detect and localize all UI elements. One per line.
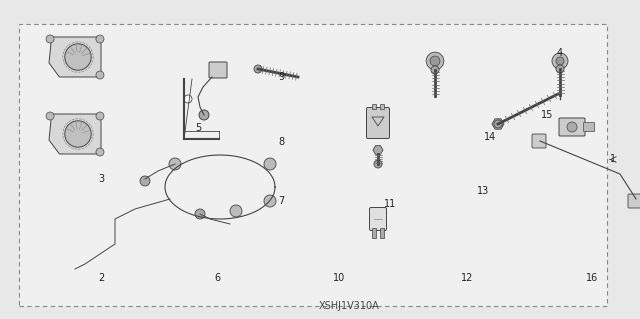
FancyBboxPatch shape [584,122,595,131]
Circle shape [184,95,192,103]
Circle shape [230,205,242,217]
Polygon shape [492,119,504,129]
Polygon shape [49,114,101,154]
Text: 10: 10 [333,272,346,283]
Circle shape [96,148,104,156]
Circle shape [169,158,181,170]
Text: 2: 2 [98,272,104,283]
Polygon shape [426,52,444,70]
Circle shape [96,35,104,43]
Circle shape [374,160,382,168]
Polygon shape [373,146,383,154]
FancyBboxPatch shape [559,118,585,136]
FancyBboxPatch shape [367,108,390,138]
Circle shape [494,120,502,128]
FancyBboxPatch shape [380,228,384,238]
Circle shape [264,195,276,207]
Circle shape [431,66,439,74]
Text: 11: 11 [384,199,397,209]
Circle shape [195,209,205,219]
Text: 4: 4 [557,48,563,58]
Circle shape [556,65,564,73]
Text: 7: 7 [278,196,285,206]
FancyBboxPatch shape [380,104,384,109]
Circle shape [96,112,104,120]
Polygon shape [49,37,101,77]
Text: 3: 3 [98,174,104,184]
Circle shape [199,110,209,120]
Text: 15: 15 [541,110,554,120]
FancyBboxPatch shape [628,194,640,208]
Text: 13: 13 [477,186,490,197]
Circle shape [567,122,577,132]
Circle shape [65,121,92,147]
Circle shape [254,65,262,73]
Text: 5: 5 [195,122,202,133]
Circle shape [65,44,92,70]
FancyBboxPatch shape [209,62,227,78]
Text: 9: 9 [278,71,285,82]
Circle shape [552,53,568,69]
FancyBboxPatch shape [369,207,387,231]
Circle shape [264,158,276,170]
Circle shape [140,176,150,186]
Text: 12: 12 [461,272,474,283]
Text: 14: 14 [483,132,496,142]
Text: 8: 8 [278,137,285,147]
Text: 1: 1 [610,154,616,165]
Text: XSHJ1V310A: XSHJ1V310A [319,301,379,311]
FancyBboxPatch shape [372,104,376,109]
FancyBboxPatch shape [532,134,546,148]
Circle shape [556,57,564,65]
FancyBboxPatch shape [19,24,607,306]
Circle shape [96,71,104,79]
Text: 16: 16 [586,272,598,283]
Circle shape [46,112,54,120]
Circle shape [430,56,440,66]
Circle shape [46,35,54,43]
Text: 6: 6 [214,272,221,283]
FancyBboxPatch shape [372,228,376,238]
